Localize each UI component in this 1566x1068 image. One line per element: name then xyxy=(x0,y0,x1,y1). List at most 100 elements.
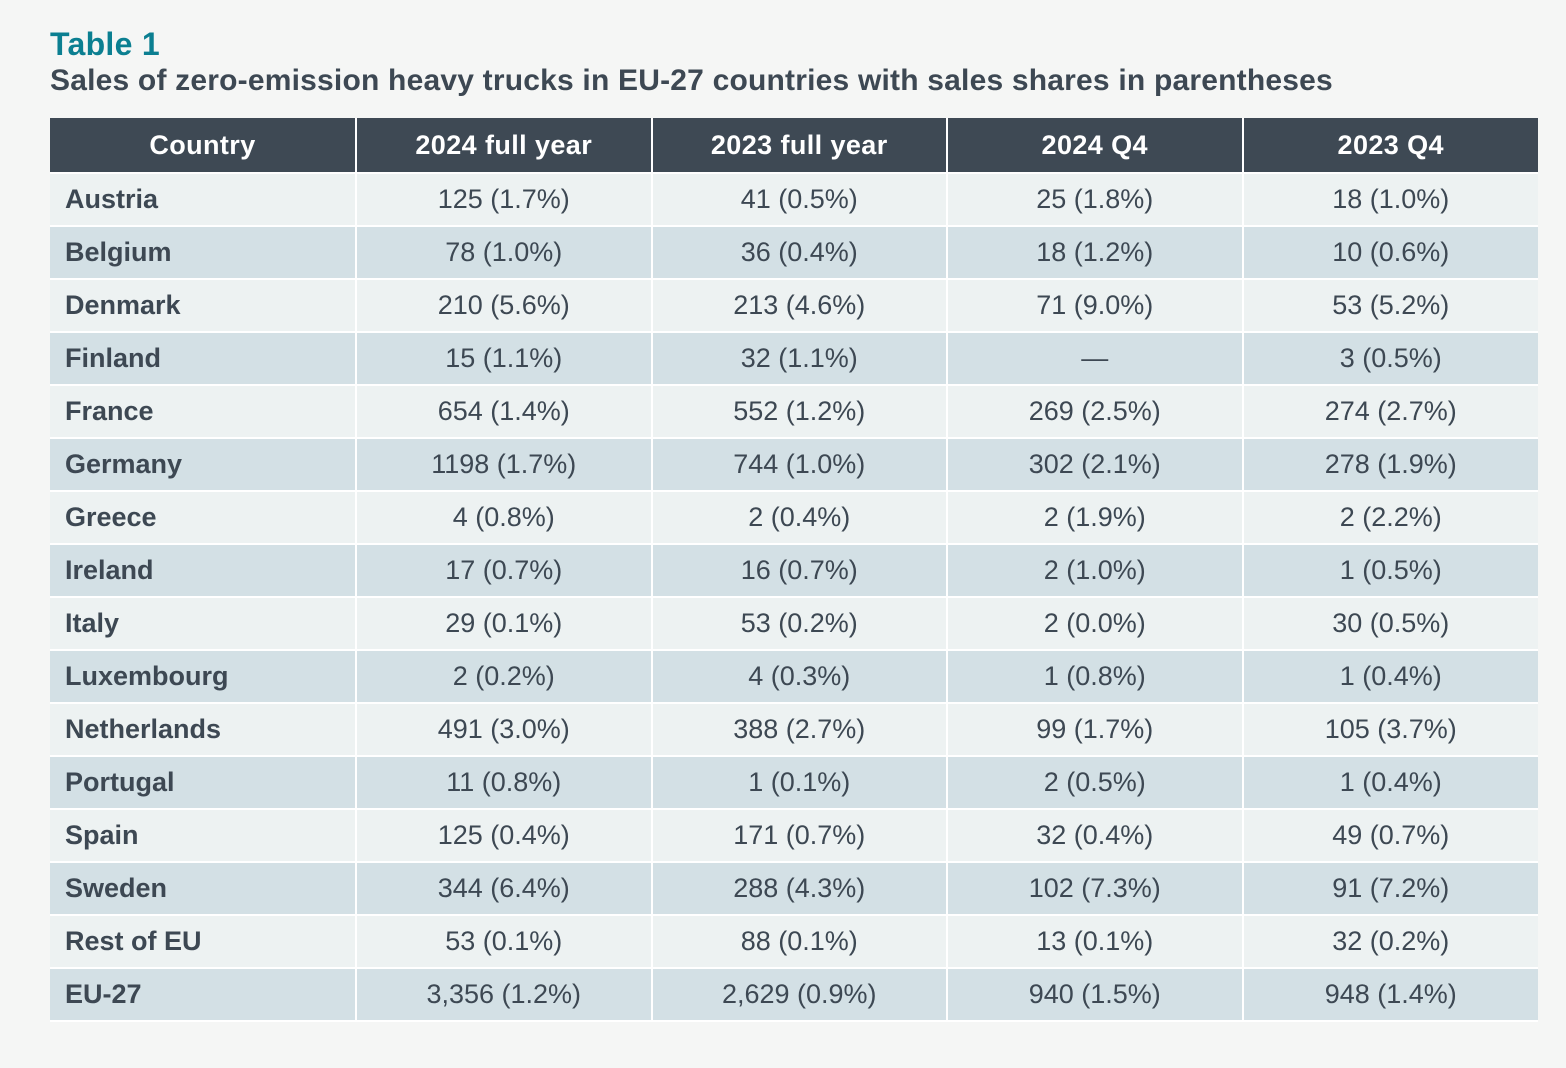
value-2023-q4: 948 (1.4%) xyxy=(1242,968,1538,1022)
value-2023-full-year: 213 (4.6%) xyxy=(651,279,948,333)
table-row: Ireland 17 (0.7%) 16 (0.7%) 2 (1.0%) 1 (0.5%… xyxy=(50,544,1538,598)
table-row: Rest of EU 53 (0.1%) 88 (0.1%) 13 (0.1%) 32 … xyxy=(50,915,1538,969)
table-row: Portugal 11 (0.8%) 1 (0.1%) 2 (0.5%) 1 (0.4%… xyxy=(50,756,1538,810)
value-2023-q4: 105 (3.7%) xyxy=(1242,703,1538,757)
table-row: Belgium 78 (1.0%) 36 (0.4%) 18 (1.2%) 10 (0.… xyxy=(50,226,1538,280)
value-2024-full-year: 344 (6.4%) xyxy=(356,862,653,916)
country-cell: Germany xyxy=(50,438,357,492)
value-2024-full-year: 3,356 (1.2%) xyxy=(356,968,653,1022)
value-2024-full-year: 125 (0.4%) xyxy=(356,809,653,863)
value-2023-full-year: 41 (0.5%) xyxy=(651,173,948,227)
table-body: Austria 125 (1.7%) 41 (0.5%) 25 (1.8%) 18 (1… xyxy=(50,173,1538,1022)
country-cell: Finland xyxy=(50,332,357,386)
header-2024-q4: 2024 Q4 xyxy=(947,118,1244,174)
value-2024-full-year: 17 (0.7%) xyxy=(356,544,653,598)
value-2023-q4: 32 (0.2%) xyxy=(1242,915,1538,969)
value-2023-q4: 30 (0.5%) xyxy=(1242,597,1538,651)
value-2023-q4: 49 (0.7%) xyxy=(1242,809,1538,863)
value-2024-full-year: 4 (0.8%) xyxy=(356,491,653,545)
value-2024-q4: 1 (0.8%) xyxy=(947,650,1244,704)
country-cell: Portugal xyxy=(50,756,357,810)
table-row: Luxembourg 2 (0.2%) 4 (0.3%) 1 (0.8%) 1 (0.4… xyxy=(50,650,1538,704)
country-cell: Austria xyxy=(50,173,357,227)
value-2023-full-year: 2 (0.4%) xyxy=(651,491,948,545)
value-2023-full-year: 32 (1.1%) xyxy=(651,332,948,386)
value-2023-full-year: 36 (0.4%) xyxy=(651,226,948,280)
value-2023-q4: 278 (1.9%) xyxy=(1242,438,1538,492)
value-2024-q4: 2 (1.9%) xyxy=(947,491,1244,545)
value-2024-q4: 302 (2.1%) xyxy=(947,438,1244,492)
table-title: Sales of zero-emission heavy trucks in E… xyxy=(50,64,1333,97)
table-row: France 654 (1.4%) 552 (1.2%) 269 (2.5%) 274 … xyxy=(50,385,1538,439)
table-row: Denmark 210 (5.6%) 213 (4.6%) 71 (9.0%) 53 (… xyxy=(50,279,1538,333)
sales-table: Country 2024 full year 2023 full year 20… xyxy=(50,118,1538,1022)
value-2023-full-year: 171 (0.7%) xyxy=(651,809,948,863)
header-row: Country 2024 full year 2023 full year 20… xyxy=(50,118,1538,174)
value-2023-full-year: 4 (0.3%) xyxy=(651,650,948,704)
value-2024-full-year: 654 (1.4%) xyxy=(356,385,653,439)
country-cell: EU-27 xyxy=(50,968,357,1022)
value-2023-q4: 10 (0.6%) xyxy=(1242,226,1538,280)
table-row: Greece 4 (0.8%) 2 (0.4%) 2 (1.9%) 2 (2.2%) xyxy=(50,491,1538,545)
value-2023-q4: 2 (2.2%) xyxy=(1242,491,1538,545)
value-2023-full-year: 1 (0.1%) xyxy=(651,756,948,810)
header-2023-q4: 2023 Q4 xyxy=(1242,118,1538,174)
value-2023-q4: 1 (0.4%) xyxy=(1242,650,1538,704)
value-2024-q4: 25 (1.8%) xyxy=(947,173,1244,227)
table-row: Spain 125 (0.4%) 171 (0.7%) 32 (0.4%) 49 (0.… xyxy=(50,809,1538,863)
value-2024-q4: 102 (7.3%) xyxy=(947,862,1244,916)
country-cell: Italy xyxy=(50,597,357,651)
value-2024-q4: 71 (9.0%) xyxy=(947,279,1244,333)
header-2024-full-year: 2024 full year xyxy=(356,118,653,174)
value-2023-full-year: 388 (2.7%) xyxy=(651,703,948,757)
country-cell: Ireland xyxy=(50,544,357,598)
value-2023-q4: 18 (1.0%) xyxy=(1242,173,1538,227)
value-2023-full-year: 53 (0.2%) xyxy=(651,597,948,651)
country-cell: Greece xyxy=(50,491,357,545)
value-2024-q4: 2 (1.0%) xyxy=(947,544,1244,598)
value-2024-full-year: 210 (5.6%) xyxy=(356,279,653,333)
value-2023-full-year: 288 (4.3%) xyxy=(651,862,948,916)
table-row: Finland 15 (1.1%) 32 (1.1%) —3 (0.5%) xyxy=(50,332,1538,386)
value-2024-full-year: 11 (0.8%) xyxy=(356,756,653,810)
value-2024-q4: 2 (0.5%) xyxy=(947,756,1244,810)
value-2024-full-year: 78 (1.0%) xyxy=(356,226,653,280)
country-cell: Luxembourg xyxy=(50,650,357,704)
value-2024-q4: 269 (2.5%) xyxy=(947,385,1244,439)
country-cell: Belgium xyxy=(50,226,357,280)
value-2023-q4: 3 (0.5%) xyxy=(1242,332,1538,386)
value-2024-q4: 32 (0.4%) xyxy=(947,809,1244,863)
header-2023-full-year: 2023 full year xyxy=(651,118,948,174)
table-row: Italy 29 (0.1%) 53 (0.2%) 2 (0.0%) 30 (0.5%) xyxy=(50,597,1538,651)
value-2024-full-year: 491 (3.0%) xyxy=(356,703,653,757)
country-cell: France xyxy=(50,385,357,439)
value-2024-full-year: 2 (0.2%) xyxy=(356,650,653,704)
value-2024-q4: 940 (1.5%) xyxy=(947,968,1244,1022)
value-2023-full-year: 2,629 (0.9%) xyxy=(651,968,948,1022)
country-cell: Spain xyxy=(50,809,357,863)
table-label: Table 1 xyxy=(50,26,160,62)
country-cell: Sweden xyxy=(50,862,357,916)
value-2023-full-year: 88 (0.1%) xyxy=(651,915,948,969)
value-2024-q4: 2 (0.0%) xyxy=(947,597,1244,651)
value-2024-q4: 13 (0.1%) xyxy=(947,915,1244,969)
header-country: Country xyxy=(50,118,357,174)
value-2024-q4: 18 (1.2%) xyxy=(947,226,1244,280)
value-2023-q4: 1 (0.5%) xyxy=(1242,544,1538,598)
country-cell: Denmark xyxy=(50,279,357,333)
country-cell: Netherlands xyxy=(50,703,357,757)
value-2023-q4: 1 (0.4%) xyxy=(1242,756,1538,810)
value-2023-full-year: 552 (1.2%) xyxy=(651,385,948,439)
value-2023-q4: 53 (5.2%) xyxy=(1242,279,1538,333)
table-row: Sweden 344 (6.4%) 288 (4.3%) 102 (7.3%) 91 (… xyxy=(50,862,1538,916)
value-2024-q4: — xyxy=(947,332,1244,386)
value-2023-q4: 91 (7.2%) xyxy=(1242,862,1538,916)
value-2023-q4: 274 (2.7%) xyxy=(1242,385,1538,439)
table-row: EU-27 3,356 (1.2%) 2,629 (0.9%) 940 (1.5%) 9… xyxy=(50,968,1538,1022)
table-row: Netherlands 491 (3.0%) 388 (2.7%) 99 (1.7%)… xyxy=(50,703,1538,757)
table-row: Germany 1198 (1.7%) 744 (1.0%) 302 (2.1%) 27… xyxy=(50,438,1538,492)
value-2024-full-year: 125 (1.7%) xyxy=(356,173,653,227)
value-2024-full-year: 29 (0.1%) xyxy=(356,597,653,651)
value-2024-full-year: 15 (1.1%) xyxy=(356,332,653,386)
value-2024-q4: 99 (1.7%) xyxy=(947,703,1244,757)
